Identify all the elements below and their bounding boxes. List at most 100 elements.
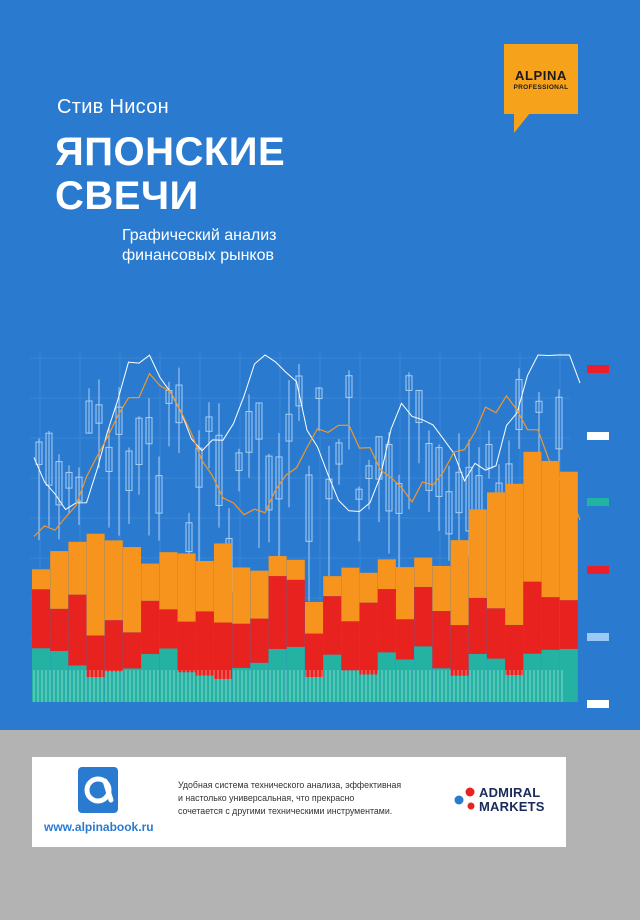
bar-red-segment [214, 622, 232, 679]
bar-teal-segment [286, 646, 305, 702]
bar-red-segment [505, 624, 524, 676]
price-line-white [33, 354, 581, 513]
admiral-markets-dots-icon [454, 787, 475, 810]
candle-body [445, 491, 453, 535]
side-marker [587, 365, 609, 373]
candle-body [285, 413, 293, 442]
bar-red-segment [559, 600, 578, 649]
candle-body [535, 400, 543, 413]
candle-body [215, 434, 223, 506]
title-line-1: ЯПОНСКИЕ [55, 130, 286, 174]
bar-orange-segment [141, 563, 160, 601]
candle-body [265, 455, 273, 511]
bar-red-segment [141, 600, 160, 655]
publisher-url[interactable]: www.alpinabook.ru [44, 820, 154, 834]
blurb-line-2: и настолько универсальная, что прекрасно [178, 793, 355, 803]
candle-body [145, 417, 153, 445]
bar-red-segment [414, 586, 433, 647]
subtitle-line-1: Графический анализ [122, 227, 277, 244]
bar-orange-segment [523, 451, 542, 582]
footer-card: www.alpinabook.ru Удобная система технич… [32, 757, 566, 847]
bar-orange-segment [50, 551, 69, 609]
bar-red-segment [50, 608, 69, 651]
candle-body [305, 474, 313, 542]
bar-teal-segment [323, 654, 342, 702]
book-title: ЯПОНСКИЕ СВЕЧИ [55, 130, 285, 218]
bar-orange-segment [323, 576, 342, 597]
bar-orange-segment [487, 492, 505, 609]
candle-body [555, 396, 563, 450]
candle-body [95, 404, 103, 424]
candle-body [435, 447, 443, 497]
bar-red-segment [86, 635, 105, 678]
bar-teal-segment [432, 668, 451, 702]
bar-orange-segment [396, 567, 414, 620]
author-name: Стив Нисон [57, 96, 169, 118]
price-line-orange [33, 372, 581, 537]
bar-red-segment [32, 589, 50, 649]
candle-body [205, 416, 213, 432]
candle-body [125, 450, 133, 492]
bar-orange-segment [359, 572, 378, 603]
bar-red-segment [177, 621, 196, 673]
bar-orange-segment [177, 553, 196, 622]
candle-body [345, 375, 353, 398]
bar-orange-segment [268, 556, 287, 577]
bar-orange-segment [86, 533, 105, 636]
blurb-line-3: сочетается с другими техническими инстру… [178, 806, 393, 816]
bar-orange-segment [214, 543, 232, 623]
candle-body [395, 483, 403, 514]
bar-red-segment [286, 579, 305, 647]
decorative-candlestick-chart [30, 350, 581, 702]
candle-body [335, 442, 343, 465]
bar-red-segment [541, 597, 560, 650]
bar-teal-segment [250, 662, 269, 702]
bar-orange-segment [341, 567, 360, 622]
candle-body [415, 389, 423, 424]
badge-speech-tail [514, 113, 530, 133]
candle-body [295, 375, 303, 407]
book-subtitle: Графический анализ финансовых рынков [122, 226, 276, 266]
bar-red-segment [123, 632, 141, 669]
candle-body [185, 522, 193, 553]
bar-red-segment [468, 597, 487, 654]
bar-orange-segment [305, 601, 323, 634]
bar-orange-segment [159, 552, 178, 610]
bar-teal-segment [232, 667, 251, 702]
bar-orange-segment [104, 540, 123, 621]
bar-teal-segment [214, 678, 232, 702]
book-cover-front: Стив Нисон ЯПОНСКИЕ СВЕЧИ Графический ан… [0, 0, 640, 730]
bar-red-segment [487, 608, 505, 659]
bar-teal-segment [450, 675, 469, 702]
candle-body [135, 417, 143, 466]
bar-orange-segment [432, 565, 451, 611]
bar-orange-segment [195, 560, 214, 612]
candle-body [275, 456, 283, 500]
bar-red-segment [104, 620, 123, 672]
bar-orange-segment [414, 557, 433, 587]
candle-body [45, 432, 53, 486]
candle-body [55, 461, 63, 506]
bar-teal-segment [487, 658, 505, 702]
candle-body [325, 478, 333, 500]
bar-teal-segment [32, 648, 50, 702]
side-marker [587, 566, 609, 574]
badge-name: ALPINA [515, 68, 567, 83]
bar-red-segment [450, 625, 469, 676]
bar-orange-segment [450, 540, 469, 626]
bar-red-segment [232, 623, 251, 668]
candle-body [155, 475, 163, 514]
side-marker [587, 498, 609, 506]
badge-sub: PROFESSIONAL [513, 84, 569, 91]
candle-body [235, 452, 243, 471]
bar-teal-segment [50, 650, 69, 702]
bar-teal-segment [541, 649, 560, 702]
candle-body [245, 411, 253, 453]
bar-teal-segment [195, 675, 214, 702]
candle-body [455, 471, 463, 514]
bar-teal-segment [123, 668, 141, 702]
candle-body [355, 488, 363, 500]
bar-orange-segment [468, 509, 487, 598]
bar-red-segment [377, 589, 396, 653]
bar-teal-segment [559, 648, 578, 702]
